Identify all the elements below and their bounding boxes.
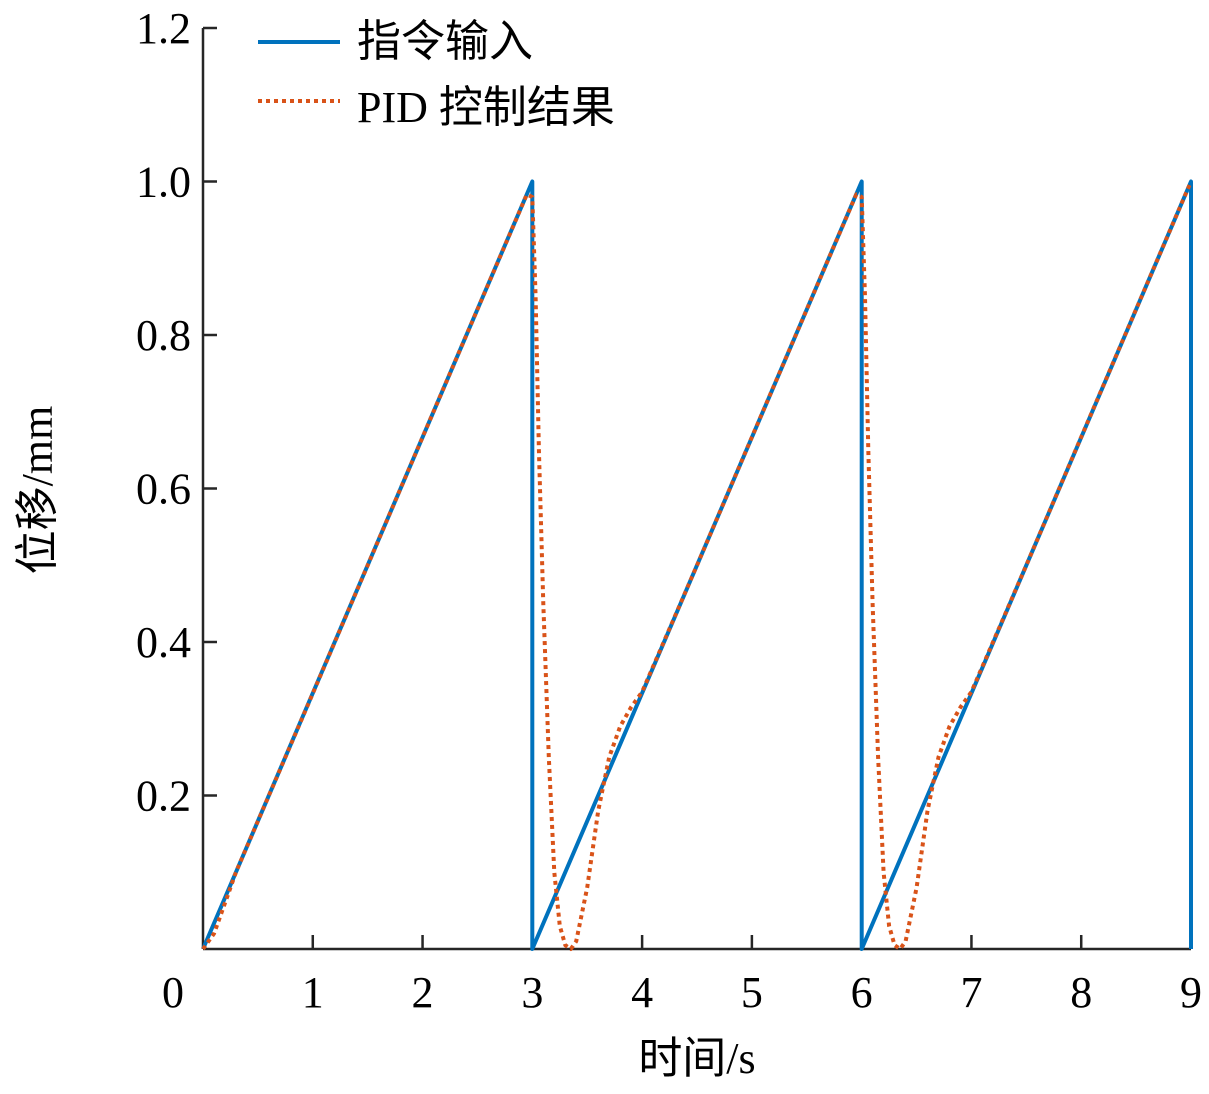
- axes: [201, 26, 1193, 951]
- x-tick-label: 4: [631, 968, 653, 1017]
- y-tick-label: 1.2: [136, 4, 191, 53]
- pid-result-line: [201, 180, 1193, 951]
- x-tick-label: 0: [162, 968, 184, 1017]
- x-tick-label: 8: [1070, 968, 1092, 1017]
- y-tick-label: 0.4: [136, 618, 191, 667]
- plot-area: [201, 179, 1193, 951]
- y-tick-label: 0.6: [136, 465, 191, 514]
- y-tick-label: 1.0: [136, 158, 191, 207]
- tick-labels: 0 1 2 3 4 5 6 7 8 9 0.2 0.4 0.6 0.8 1.0 1.2: [136, 4, 1202, 1017]
- x-axis-title: 时间/s: [638, 1034, 755, 1083]
- legend-label-pid-result: PID 控制结果: [357, 83, 615, 132]
- command-input-line: [201, 179, 1193, 951]
- x-tick-label: 9: [1180, 968, 1202, 1017]
- y-tick-label: 0.8: [136, 311, 191, 360]
- x-tick-label: 6: [851, 968, 873, 1017]
- y-tick-label: 0.2: [136, 772, 191, 821]
- x-tick-label: 7: [960, 968, 982, 1017]
- x-tick-label: 1: [302, 968, 324, 1017]
- x-tick-label: 3: [521, 968, 543, 1017]
- x-tick-label: 2: [412, 968, 434, 1017]
- x-tick-label: 5: [741, 968, 763, 1017]
- y-axis-title: 位移/mm: [13, 406, 62, 575]
- legend: 指令输入 PID 控制结果: [258, 17, 615, 132]
- legend-label-command-input: 指令输入: [357, 17, 533, 66]
